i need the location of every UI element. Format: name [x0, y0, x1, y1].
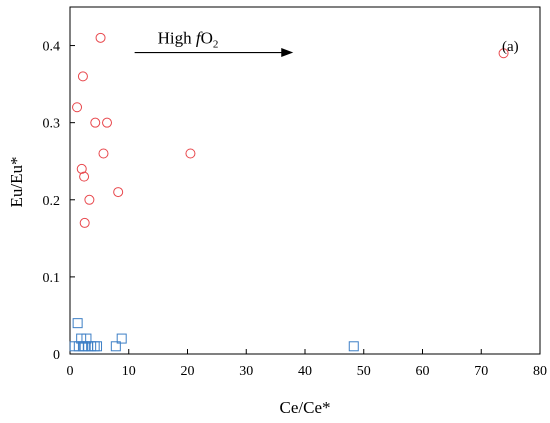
- circle-point: [113, 187, 124, 198]
- circle-point: [498, 48, 509, 59]
- annotation-label: High fO2: [158, 29, 219, 51]
- square-point: [116, 333, 127, 344]
- annotation-italic: f: [196, 29, 203, 48]
- y-tick-label: 0.2: [43, 194, 61, 209]
- circle-point: [84, 194, 95, 205]
- circle-point: [79, 217, 90, 228]
- annotation-main: O: [201, 29, 213, 48]
- circle-point: [79, 171, 90, 182]
- y-axis-label: Eu/Eu*: [7, 157, 26, 208]
- y-tick-label: 0.1: [43, 271, 61, 286]
- square-point: [76, 333, 87, 344]
- x-tick-label: 0: [67, 364, 74, 379]
- circle-point: [72, 102, 83, 113]
- x-tick-label: 50: [357, 364, 371, 379]
- x-tick-label: 60: [416, 364, 430, 379]
- annotation-prefix: High: [158, 29, 196, 48]
- annotation-group: High fO2: [134, 29, 294, 58]
- x-tick-label: 40: [298, 364, 312, 379]
- x-tick-label: 20: [181, 364, 195, 379]
- circle-point: [98, 148, 109, 159]
- x-axis-ticks: 0 10 20 30 40 50 60 70 80: [67, 349, 547, 379]
- square-point: [72, 318, 83, 329]
- y-tick-label: 0: [53, 348, 60, 363]
- circle-point: [77, 71, 88, 82]
- annotation-arrowhead: [281, 48, 294, 58]
- circle-point: [95, 32, 106, 43]
- square-point: [110, 341, 121, 352]
- y-tick-label: 0.3: [43, 117, 61, 132]
- plot-area: [69, 6, 541, 355]
- x-tick-label: 10: [122, 364, 136, 379]
- square-point: [92, 341, 103, 352]
- circle-point: [76, 163, 87, 174]
- x-tick-label: 70: [474, 364, 488, 379]
- circle-point: [102, 117, 113, 128]
- y-tick-label: 0.4: [43, 40, 61, 55]
- circle-point: [185, 148, 196, 159]
- annotation-subscript: 2: [213, 39, 219, 51]
- y-axis-ticks: 0 0.1 0.2 0.3 0.4: [43, 40, 75, 363]
- data-points: [69, 32, 509, 352]
- x-axis-label: Ce/Ce*: [280, 398, 331, 417]
- x-tick-label: 80: [533, 364, 547, 379]
- square-point: [348, 341, 359, 352]
- x-tick-label: 30: [239, 364, 253, 379]
- panel-label: (a): [502, 39, 519, 55]
- circle-point: [90, 117, 101, 128]
